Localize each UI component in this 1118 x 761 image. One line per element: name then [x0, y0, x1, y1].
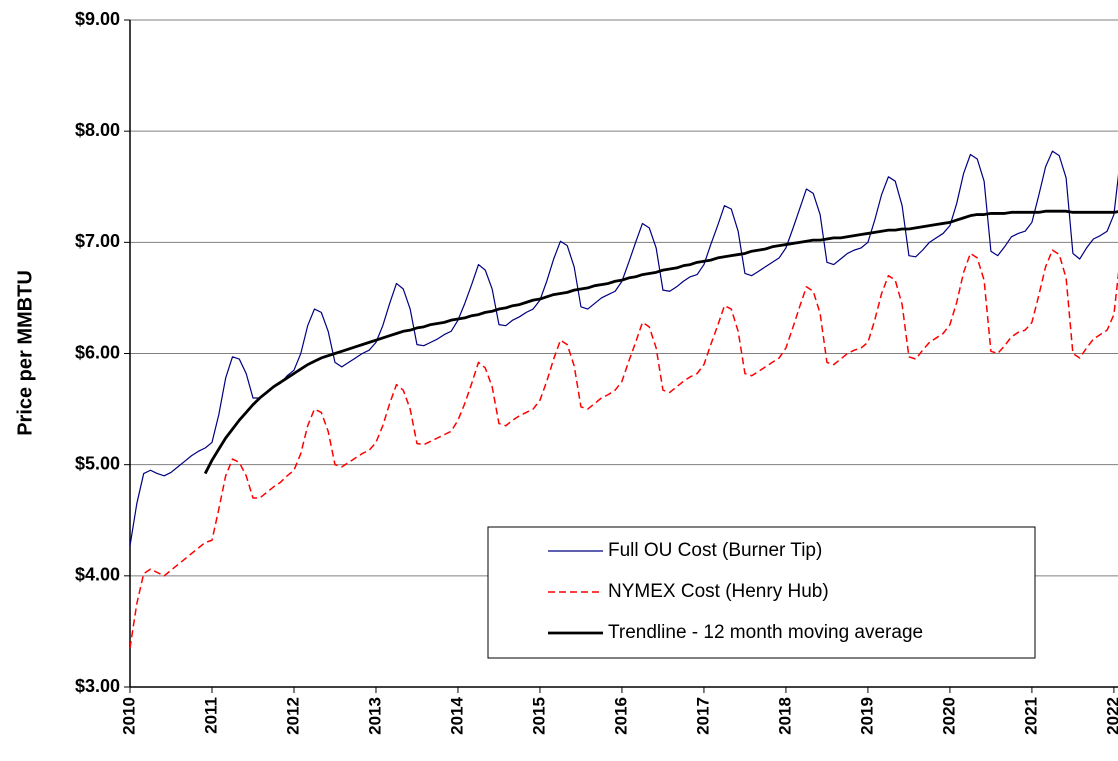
x-tick-label: 2021	[1021, 697, 1040, 735]
y-tick-label: $3.00	[75, 676, 120, 696]
y-tick-label: $4.00	[75, 565, 120, 585]
legend-label: NYMEX Cost (Henry Hub)	[608, 581, 829, 602]
y-axis-title: Price per MMBTU	[14, 270, 36, 436]
x-tick-label: 2017	[693, 697, 712, 735]
x-tick-label: 2015	[529, 697, 548, 735]
y-tick-label: $6.00	[75, 342, 120, 362]
x-tick-label: 2022	[1103, 697, 1118, 735]
legend-box	[487, 526, 1036, 659]
y-tick-label: $9.00	[75, 9, 120, 29]
series-line	[130, 249, 1118, 649]
x-tick-label: 2010	[119, 697, 138, 735]
y-tick-label: $7.00	[75, 231, 120, 251]
legend: Full OU Cost (Burner Tip) NYMEX Cost (Hen…	[487, 526, 1036, 659]
series-line	[203, 209, 1118, 475]
x-tick-label: 2018	[775, 697, 794, 735]
x-tick-label: 2014	[447, 696, 466, 734]
x-tick-label: 2020	[939, 697, 958, 735]
plot-area	[130, 150, 1118, 649]
x-tick-label: 2012	[283, 697, 302, 735]
legend-label: Full OU Cost (Burner Tip)	[608, 540, 822, 561]
legend-label: Trendline - 12 month moving average	[608, 622, 923, 643]
y-tick-label: $8.00	[75, 120, 120, 140]
x-tick-label: 2016	[611, 697, 630, 735]
series-line	[130, 150, 1118, 546]
x-tick-label: 2013	[365, 697, 384, 735]
x-tick-label: 2019	[857, 697, 876, 735]
x-tick-label: 2011	[201, 697, 220, 734]
y-tick-label: $5.00	[75, 453, 120, 473]
